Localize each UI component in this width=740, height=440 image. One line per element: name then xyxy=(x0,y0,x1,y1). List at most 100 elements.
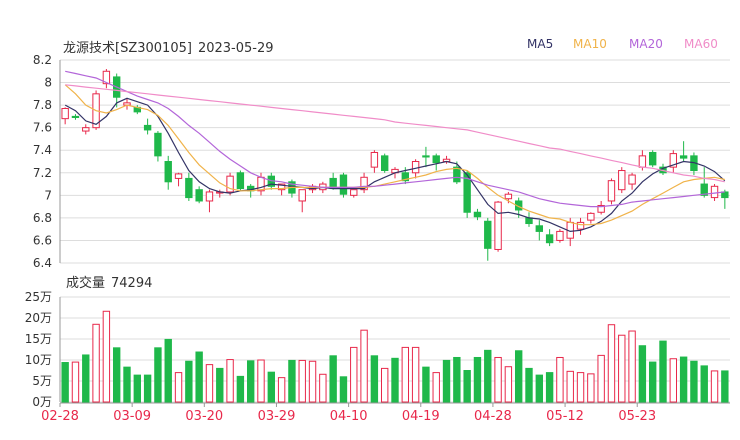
candle-body xyxy=(82,127,90,132)
legend-ma10: MA10 xyxy=(573,37,607,51)
volume-bar xyxy=(82,354,90,403)
x-tick-label: 03-20 xyxy=(185,409,223,424)
candle-body xyxy=(360,176,368,191)
volume-bar xyxy=(710,370,719,403)
candle-body xyxy=(143,124,152,131)
volume-bar xyxy=(504,366,513,403)
candle-body xyxy=(71,115,80,119)
volume-bar xyxy=(669,358,678,403)
legend-ma60: MA60 xyxy=(684,37,718,51)
candle-body xyxy=(700,183,708,196)
volume-bar xyxy=(401,346,410,403)
volume-bar xyxy=(329,355,337,403)
candle-body xyxy=(576,221,585,230)
x-tick-label: 05-12 xyxy=(546,409,584,424)
candle-body xyxy=(504,193,513,200)
volume-bar xyxy=(267,371,276,403)
candle-body xyxy=(618,170,626,191)
volume-bar xyxy=(700,365,708,403)
volume-bar xyxy=(123,366,131,403)
volume-bar xyxy=(391,357,399,403)
x-tick-label: 03-09 xyxy=(113,409,151,424)
volume-bar xyxy=(556,356,564,403)
volume-bar xyxy=(360,329,368,403)
ma-line-ma60 xyxy=(65,84,725,183)
volume-bar xyxy=(463,370,471,403)
volume-bar xyxy=(133,374,142,403)
candle-body xyxy=(277,183,286,191)
candle-body xyxy=(61,107,69,120)
volume-bar xyxy=(339,376,348,403)
volume-bar xyxy=(102,310,111,403)
candle-body xyxy=(638,155,647,168)
volume-y-tick-label: 5万 xyxy=(32,374,52,388)
candle-body xyxy=(370,151,379,168)
volume-y-tick-label: 15万 xyxy=(25,332,52,346)
volume-bar xyxy=(545,372,554,403)
price-y-tick-label: 8 xyxy=(44,76,52,90)
volume-bar xyxy=(473,356,482,403)
candle-body xyxy=(453,166,461,183)
candle-body xyxy=(401,172,410,182)
candle-body xyxy=(185,177,193,199)
candle-body xyxy=(473,211,482,218)
volume-bar xyxy=(659,340,667,403)
volume-bar xyxy=(576,372,585,403)
volume-bar xyxy=(143,374,152,403)
candle-body xyxy=(432,155,440,164)
price-y-tick-label: 8.2 xyxy=(33,53,52,67)
volume-bar xyxy=(205,364,214,403)
price-y-tick-label: 6.6 xyxy=(33,233,52,247)
volume-bar xyxy=(246,360,255,403)
candle-body xyxy=(102,70,111,85)
volume-bar xyxy=(484,349,492,403)
volume-bar xyxy=(494,356,502,403)
volume-bar xyxy=(566,370,574,403)
candle-body xyxy=(679,155,688,159)
candle-body xyxy=(607,180,616,202)
legend-ma5: MA5 xyxy=(527,37,554,51)
candle-body xyxy=(411,161,420,174)
candle-body xyxy=(628,174,636,185)
candle-body xyxy=(164,161,172,183)
volume-y-tick-label: 20万 xyxy=(25,311,52,325)
x-tick-label: 04-10 xyxy=(330,409,368,424)
volume-y-tick-label: 10万 xyxy=(25,353,52,367)
ma-line-ma20 xyxy=(65,70,725,208)
candle-body xyxy=(535,225,544,232)
candle-body xyxy=(669,153,678,168)
volume-bar xyxy=(411,346,420,403)
price-y-tick-label: 6.4 xyxy=(33,256,52,270)
x-tick-label: 05-23 xyxy=(618,409,656,424)
candle-body xyxy=(205,191,214,202)
volume-bar xyxy=(514,350,523,403)
x-tick-label: 02-28 xyxy=(41,409,79,424)
candle-body xyxy=(597,204,605,213)
volume-bar xyxy=(422,366,430,403)
volume-bar xyxy=(525,367,533,403)
volume-bar xyxy=(236,375,245,403)
price-y-tick-label: 7 xyxy=(44,188,52,202)
chart-date: 2023-05-29 xyxy=(197,41,274,56)
candle-body xyxy=(721,191,729,199)
volume-bar xyxy=(432,372,440,403)
candle-body xyxy=(257,176,265,192)
candle-body xyxy=(350,189,358,196)
volume-bar xyxy=(319,373,327,403)
volume-value: 74294 xyxy=(111,276,153,291)
volume-bar xyxy=(350,346,358,403)
candle-body xyxy=(339,174,348,195)
price-y-tick-label: 6.8 xyxy=(33,211,52,225)
stock-name: 龙源技术[SZ300105] xyxy=(63,41,192,56)
volume-bar xyxy=(277,377,286,403)
volume-bar xyxy=(587,373,595,403)
volume-bar xyxy=(174,372,183,403)
volume-bar xyxy=(690,360,698,403)
volume-bar xyxy=(453,356,461,403)
price-y-tick-label: 7.8 xyxy=(33,98,52,112)
volume-bar xyxy=(618,334,626,403)
price-y-tick-label: 7.2 xyxy=(33,166,52,180)
volume-bar xyxy=(535,374,544,403)
candle-body xyxy=(236,172,245,190)
volume-bar xyxy=(380,367,389,403)
